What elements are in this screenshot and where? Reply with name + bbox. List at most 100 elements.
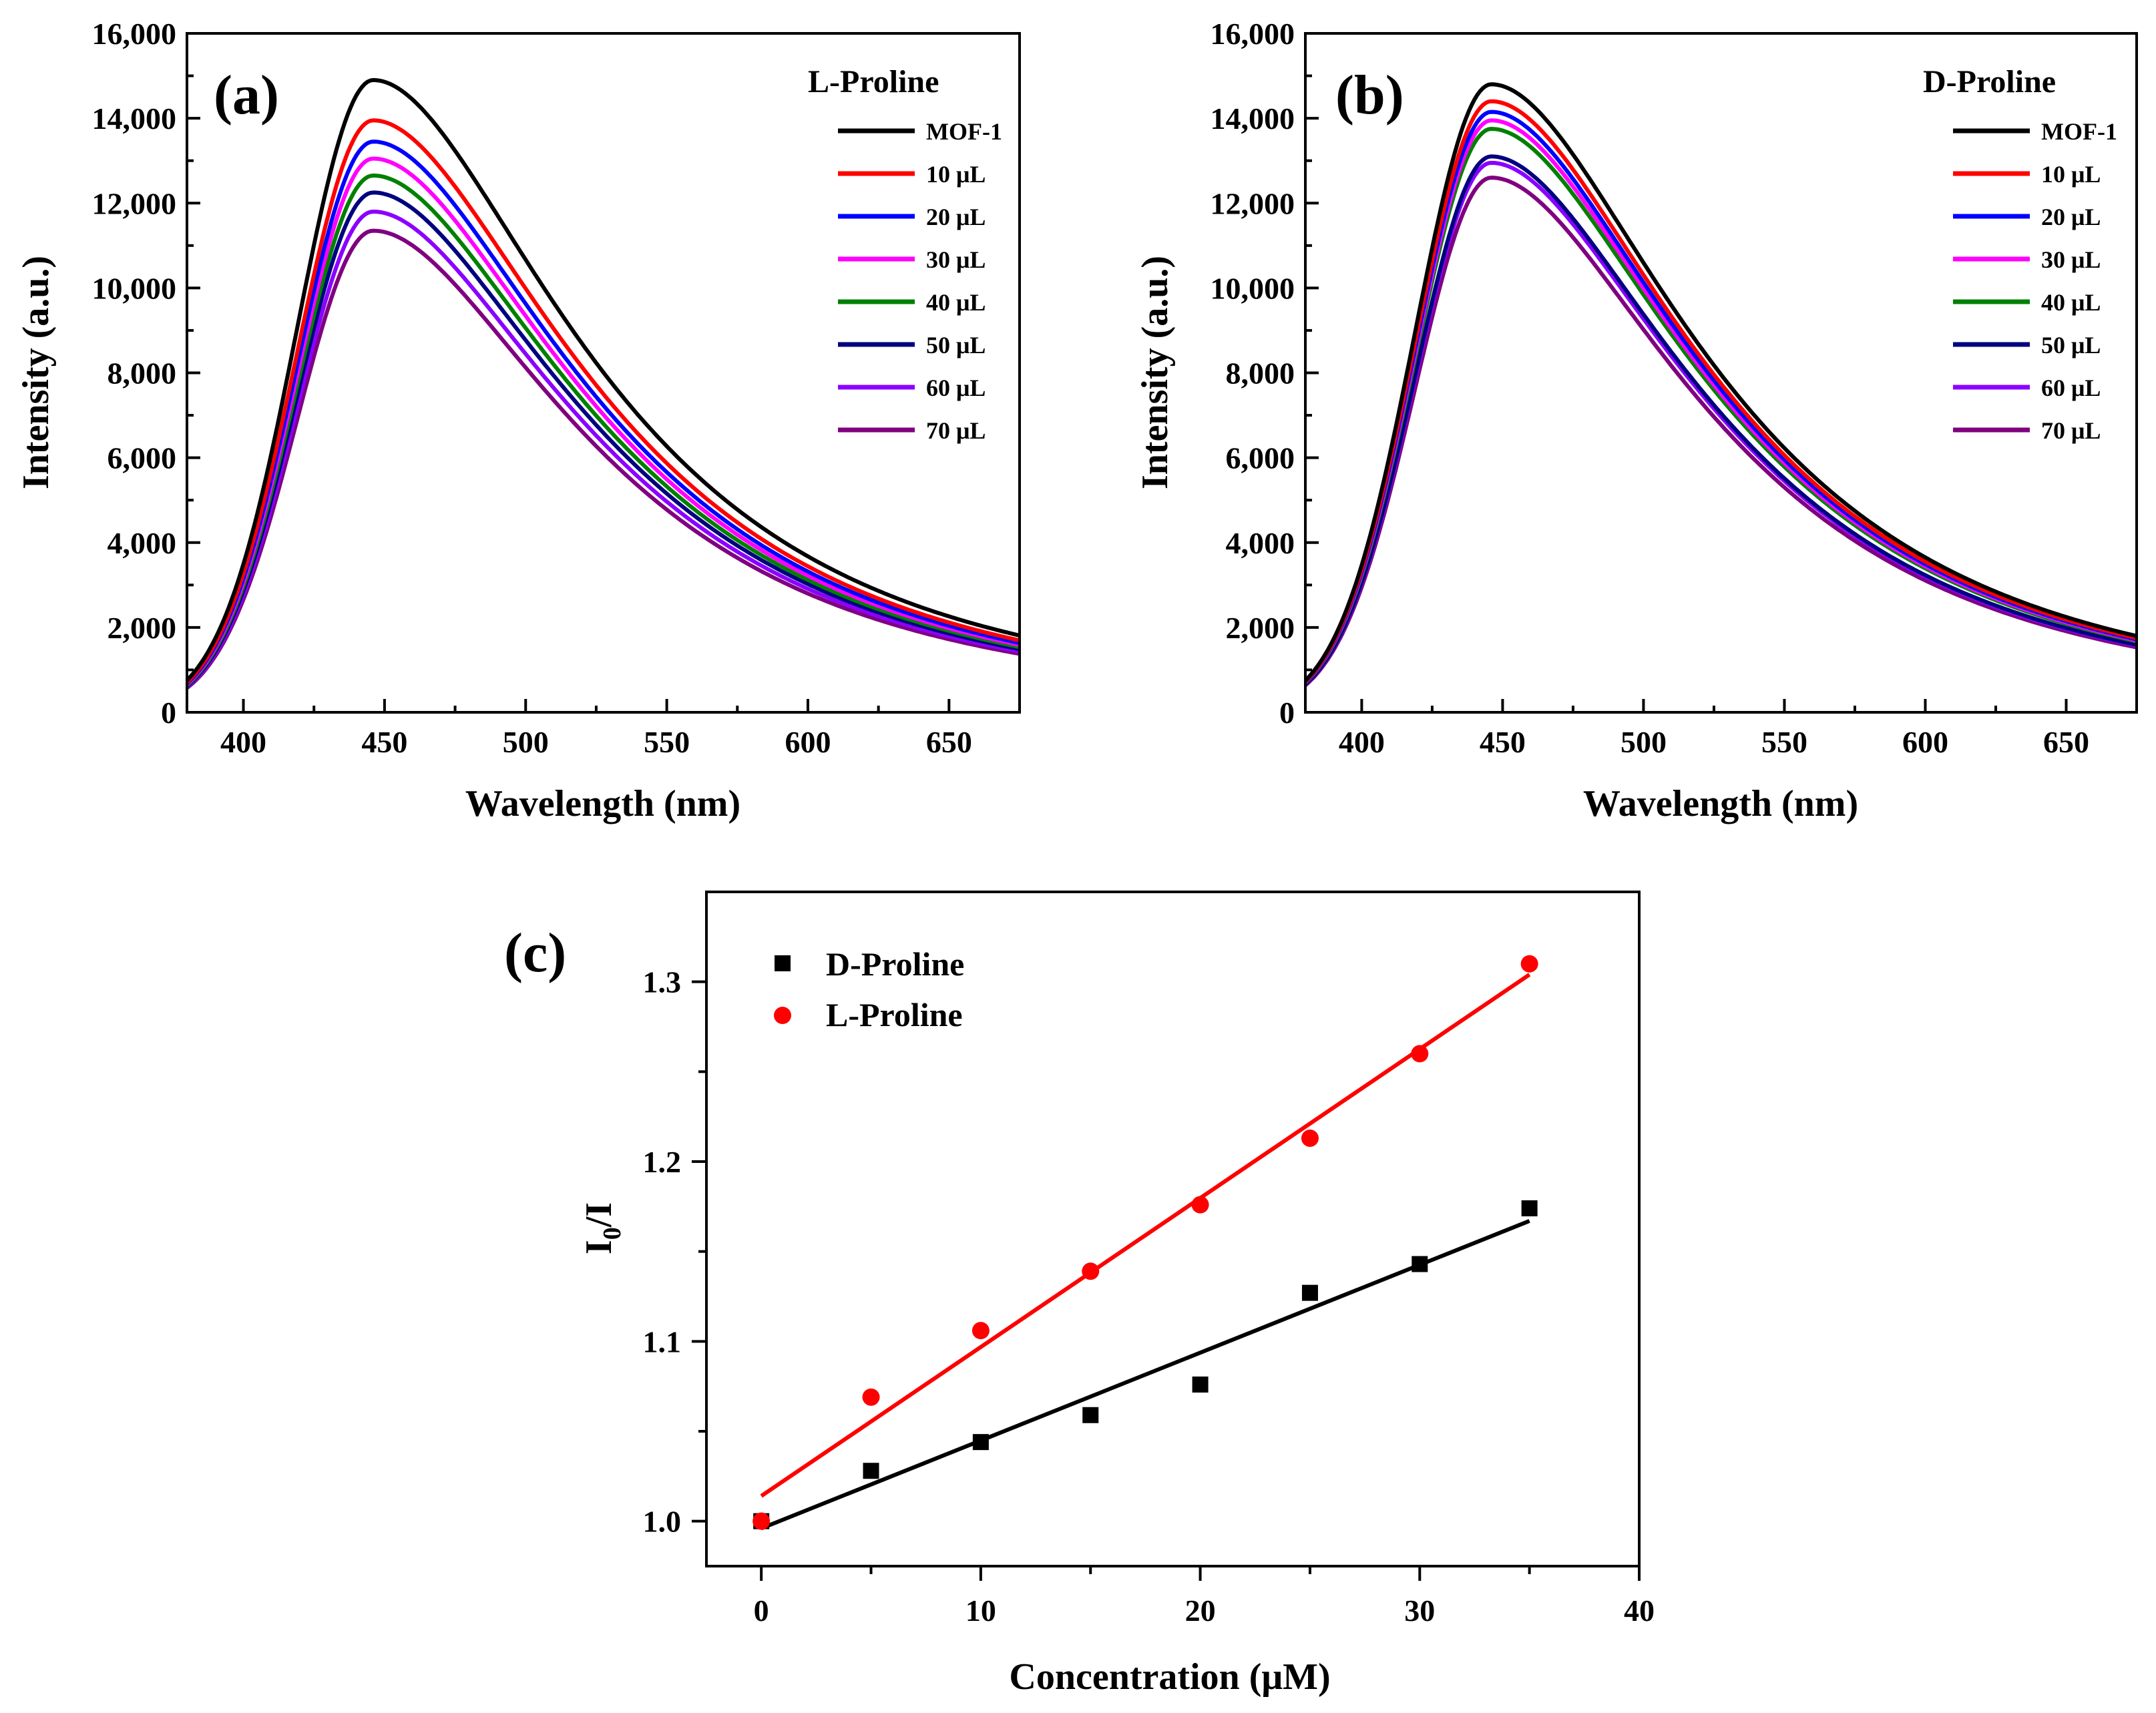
- data-point-l-proline: [752, 1512, 771, 1530]
- panel-c-y-ticks: 1.0 1.1 1.2 1.3: [643, 965, 706, 1539]
- panel-a-curves: [185, 77, 1020, 690]
- y-axis-title-tail: /I: [578, 1202, 620, 1228]
- x-tick-label: 40: [1624, 1594, 1655, 1628]
- spectrum-curve-70-l: [1303, 176, 2137, 687]
- data-point-d-proline: [1412, 1256, 1428, 1272]
- panel-b-y-ticks: 0 2,000 4,000 6,000 8,000 10,000 12,000 14,000 1…: [1211, 17, 1319, 730]
- spectrum-curve-mof-1: [185, 77, 1020, 682]
- data-point-d-proline: [1521, 1200, 1538, 1217]
- legend-label: 70 μL: [926, 417, 986, 444]
- panel-b-x-axis-title: Wavelength (nm): [1583, 783, 1858, 824]
- y-tick-label: 1.3: [643, 965, 682, 999]
- legend-label: MOF-1: [2041, 118, 2117, 145]
- x-tick-label: 450: [361, 725, 407, 759]
- y-tick-label: 10,000: [92, 271, 177, 305]
- data-point-l-proline: [1301, 1129, 1319, 1147]
- legend-l-proline-marker: [774, 1007, 791, 1024]
- data-point-d-proline: [972, 1434, 989, 1451]
- legend-label: 40 μL: [2041, 289, 2101, 316]
- y-tick-label: 2,000: [1226, 611, 1295, 645]
- legend-label: 40 μL: [926, 289, 986, 316]
- legend-label: 70 μL: [2041, 417, 2101, 444]
- legend-d-proline-label: D-Proline: [826, 945, 964, 983]
- data-point-l-proline: [1191, 1196, 1209, 1214]
- y-tick-label: 12,000: [92, 186, 177, 220]
- legend-label: 50 μL: [2041, 332, 2101, 358]
- x-tick-label: 20: [1185, 1594, 1216, 1628]
- data-point-l-proline: [1082, 1262, 1100, 1280]
- panel-c-data-points: [752, 955, 1538, 1530]
- x-tick-label: 650: [2043, 725, 2089, 759]
- panel-c-x-axis-title: Concentration (μM): [1009, 1656, 1330, 1698]
- x-tick-label: 30: [1404, 1594, 1435, 1628]
- spectrum-curve-10-l: [1303, 99, 2137, 683]
- spectrum-curve-50-l: [186, 190, 1020, 688]
- spectrum-curve-50-l: [1303, 154, 2137, 686]
- legend-label: 30 μL: [2041, 246, 2101, 273]
- panel-b-curves: [1303, 82, 2137, 687]
- fit-line-l-proline: [760, 973, 1531, 1498]
- y-tick-label: 8,000: [107, 356, 177, 391]
- panel-c-x-ticks: 0 10 20 30 40: [754, 1566, 1655, 1628]
- spectrum-curve-10-l: [185, 118, 1020, 684]
- x-tick-label: 0: [754, 1594, 769, 1628]
- legend-label: 60 μL: [926, 375, 986, 401]
- panel-a-legend: MOF-1 10 μL 20 μL 30 μL 40 μL 50 μL 60 μL 70 μL: [838, 118, 1002, 444]
- data-point-l-proline: [972, 1322, 990, 1340]
- legend-label: 30 μL: [926, 246, 986, 273]
- data-point-d-proline: [1192, 1376, 1209, 1393]
- panel-c-label: (c): [504, 922, 566, 984]
- panel-a-x-axis-title: Wavelength (nm): [465, 783, 740, 824]
- panel-a-legend-title: L-Proline: [808, 64, 939, 99]
- y-tick-label: 2,000: [107, 611, 177, 645]
- y-tick-label: 8,000: [1226, 356, 1295, 391]
- legend-label: 10 μL: [926, 161, 986, 188]
- legend-l-proline-label: L-Proline: [826, 996, 963, 1033]
- y-tick-label: 14,000: [92, 101, 177, 136]
- spectrum-curve-60-l: [186, 209, 1020, 689]
- panel-c-stern-volmer-plot: 0 10 20 30 40 1.0 1.1 1.2 1.3 (c) D-Proline L-P…: [504, 891, 1655, 1698]
- panel-b-x-ticks: 400 450 500 550 600 650: [1339, 699, 2138, 759]
- legend-label: 10 μL: [2041, 161, 2101, 188]
- panel-b-legend-title: D-Proline: [1923, 64, 2056, 99]
- data-point-l-proline: [1411, 1045, 1429, 1063]
- panel-a-label: (a): [214, 64, 279, 126]
- legend-label: 60 μL: [2041, 375, 2101, 401]
- data-point-d-proline: [1301, 1284, 1318, 1301]
- data-point-d-proline: [1082, 1407, 1099, 1423]
- y-axis-title-subscript: 0: [598, 1227, 626, 1240]
- legend-d-proline-marker: [775, 955, 791, 971]
- y-tick-label: 1.1: [643, 1324, 682, 1359]
- y-axis-title-main: I: [578, 1240, 620, 1254]
- x-tick-label: 650: [926, 725, 972, 759]
- panel-a-l-proline-spectra: 400 450 500 550 600 650 0 2,000 4,000 6,000 8,000…: [15, 17, 1021, 824]
- spectrum-curve-20-l: [185, 140, 1020, 686]
- data-point-d-proline: [863, 1463, 879, 1479]
- spectrum-curve-70-l: [186, 228, 1020, 690]
- legend-label: 20 μL: [2041, 204, 2101, 230]
- x-tick-label: 600: [1902, 725, 1948, 759]
- spectrum-curve-mof-1: [1303, 82, 2137, 682]
- spectrum-curve-30-l: [185, 156, 1020, 686]
- y-tick-label: 1.2: [643, 1145, 682, 1179]
- panel-a-x-ticks: 400 450 500 550 600 650: [220, 699, 1021, 759]
- panel-b-label: (b): [1335, 64, 1404, 126]
- y-tick-label: 10,000: [1211, 271, 1295, 305]
- panel-c-fit-lines: [760, 973, 1531, 1531]
- y-tick-label: 4,000: [107, 526, 177, 560]
- y-tick-label: 0: [1279, 696, 1295, 730]
- y-tick-label: 0: [161, 696, 176, 730]
- x-tick-label: 450: [1480, 725, 1526, 759]
- y-tick-label: 16,000: [1211, 17, 1295, 51]
- legend-label: 50 μL: [926, 332, 986, 358]
- data-point-l-proline: [862, 1388, 880, 1406]
- x-tick-label: 10: [965, 1594, 996, 1628]
- y-tick-label: 1.0: [643, 1505, 682, 1539]
- panel-b-legend: MOF-1 10 μL 20 μL 30 μL 40 μL 50 μL 60 μL 70 μL: [1953, 118, 2117, 444]
- y-tick-label: 16,000: [92, 17, 177, 51]
- panel-c-plot-frame: [705, 891, 1641, 1567]
- panel-a-y-axis-title: Intensity (a.u.): [15, 256, 57, 489]
- data-point-l-proline: [1520, 955, 1538, 973]
- panel-c-legend: D-Proline L-Proline: [774, 945, 964, 1033]
